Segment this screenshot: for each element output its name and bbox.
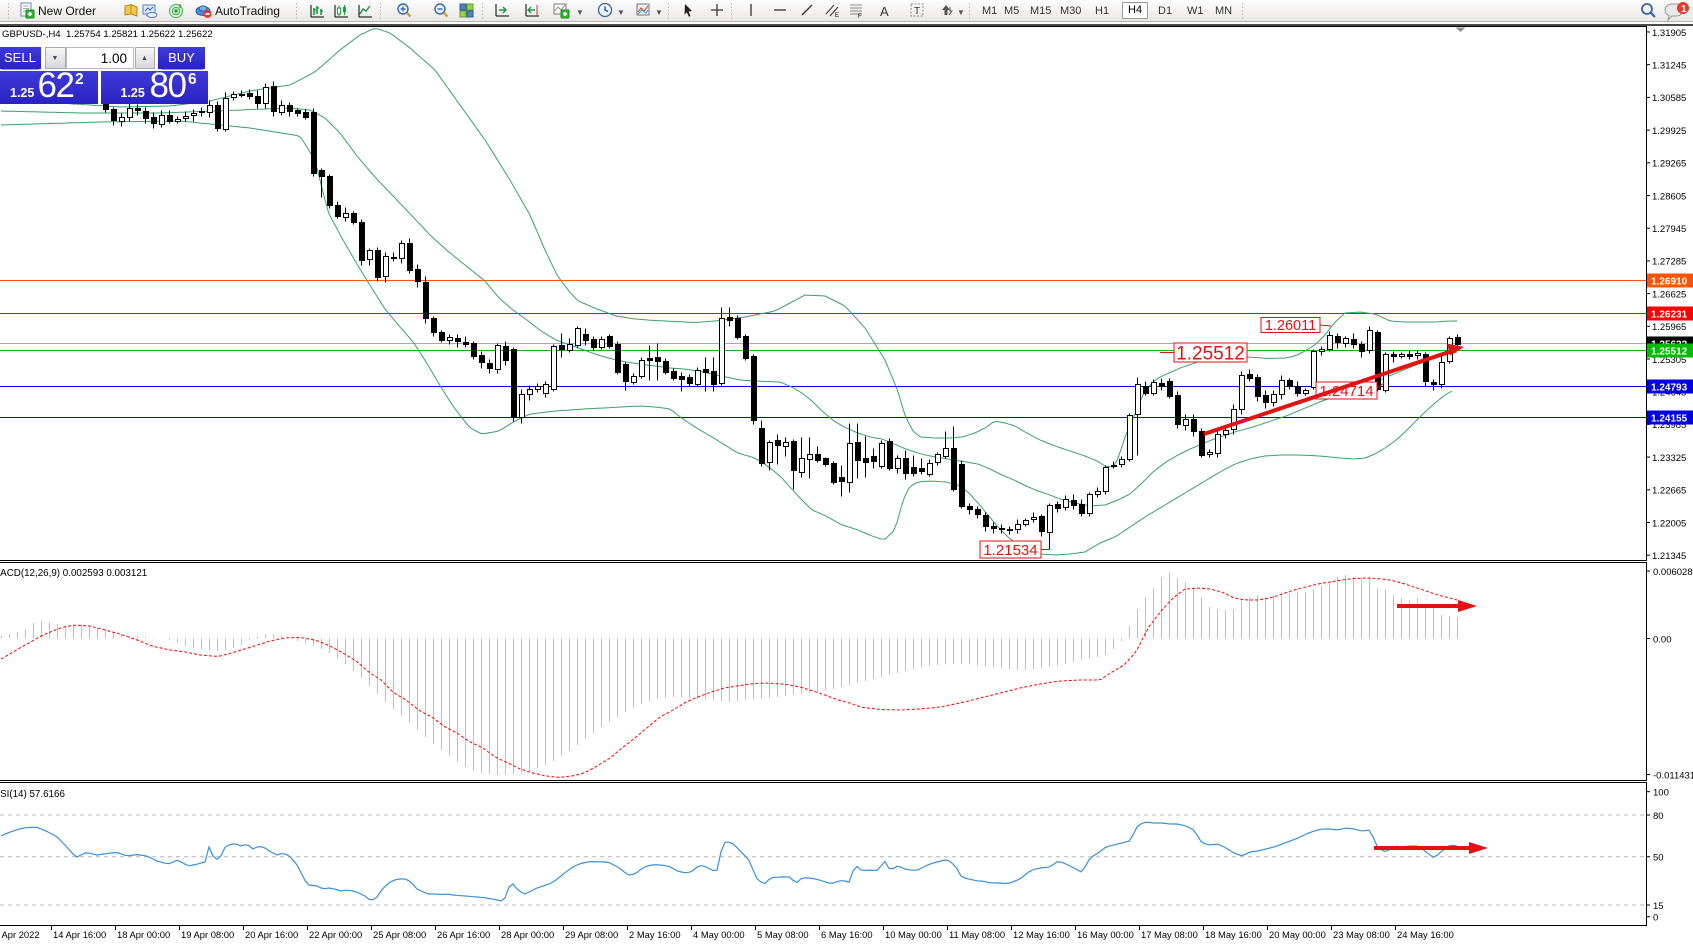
svg-text:1.29265: 1.29265 [1652, 159, 1686, 170]
svg-text:17 May 08:00: 17 May 08:00 [1141, 929, 1198, 940]
svg-text:80: 80 [1653, 811, 1664, 822]
svg-text:-0.011431: -0.011431 [1653, 771, 1693, 782]
svg-text:RSI(14) 57.6166: RSI(14) 57.6166 [0, 789, 65, 800]
svg-text:1.25305: 1.25305 [1652, 355, 1686, 366]
svg-text:1.28605: 1.28605 [1652, 191, 1686, 202]
svg-text:1.22665: 1.22665 [1652, 486, 1686, 497]
svg-text:1.26011: 1.26011 [1265, 318, 1316, 334]
svg-text:1.22005: 1.22005 [1652, 518, 1686, 529]
svg-text:50: 50 [1653, 853, 1664, 864]
svg-text:1.26231: 1.26231 [1651, 310, 1688, 321]
svg-text:1.25512: 1.25512 [1651, 347, 1688, 358]
svg-text:E: E [835, 13, 839, 19]
svg-text:1.31245: 1.31245 [1652, 61, 1686, 72]
svg-text:23 May 08:00: 23 May 08:00 [1333, 929, 1390, 940]
svg-text:1.24714: 1.24714 [1319, 383, 1373, 400]
svg-text:18 May 16:00: 18 May 16:00 [1205, 929, 1262, 940]
svg-text:20 May 00:00: 20 May 00:00 [1269, 929, 1326, 940]
svg-text:100: 100 [1653, 788, 1669, 799]
svg-text:1.23985: 1.23985 [1652, 420, 1686, 431]
svg-text:4 May 00:00: 4 May 00:00 [693, 929, 745, 940]
svg-text:24 May 16:00: 24 May 16:00 [1397, 929, 1454, 940]
svg-text:T: T [914, 6, 920, 17]
svg-text:1.24793: 1.24793 [1651, 383, 1688, 394]
svg-text:29 Apr 08:00: 29 Apr 08:00 [565, 929, 618, 940]
svg-text:1: 1 [1681, 4, 1687, 15]
svg-text:1.21345: 1.21345 [1652, 551, 1686, 562]
svg-text:10 May 00:00: 10 May 00:00 [885, 929, 942, 940]
svg-text:1.26910: 1.26910 [1651, 277, 1688, 288]
svg-text:14 Apr 16:00: 14 Apr 16:00 [53, 929, 106, 940]
svg-text:16 May 00:00: 16 May 00:00 [1077, 929, 1134, 940]
svg-text:0.006028: 0.006028 [1653, 567, 1693, 578]
svg-text:18 Apr 00:00: 18 Apr 00:00 [117, 929, 170, 940]
svg-text:1.24155: 1.24155 [1651, 414, 1688, 425]
svg-text:20 Apr 16:00: 20 Apr 16:00 [245, 929, 298, 940]
svg-text:11 May 08:00: 11 May 08:00 [949, 929, 1005, 940]
svg-text:2 May 16:00: 2 May 16:00 [629, 929, 681, 940]
svg-text:5 May 08:00: 5 May 08:00 [757, 929, 809, 940]
svg-text:19 Apr 08:00: 19 Apr 08:00 [181, 929, 234, 940]
svg-text:0: 0 [1653, 913, 1658, 924]
svg-text:25 Apr 08:00: 25 Apr 08:00 [373, 929, 426, 940]
svg-text:1.29925: 1.29925 [1652, 126, 1686, 137]
svg-text:26 Apr 16:00: 26 Apr 16:00 [437, 929, 490, 940]
svg-text:22 Apr 00:00: 22 Apr 00:00 [309, 929, 362, 940]
svg-text:MACD(12,26,9) 0.002593 0.00312: MACD(12,26,9) 0.002593 0.003121 [0, 568, 147, 579]
svg-text:1.23325: 1.23325 [1652, 453, 1686, 464]
svg-text:1.30585: 1.30585 [1652, 93, 1686, 104]
svg-text:F: F [858, 14, 862, 20]
svg-text:13 Apr 2022: 13 Apr 2022 [0, 929, 40, 940]
svg-text:28 Apr 00:00: 28 Apr 00:00 [501, 929, 554, 940]
svg-text:15: 15 [1653, 901, 1664, 912]
svg-text:1.27285: 1.27285 [1652, 257, 1686, 268]
svg-text:12 May 16:00: 12 May 16:00 [1013, 929, 1070, 940]
svg-text:1.26625: 1.26625 [1652, 289, 1686, 300]
svg-text:6 May 16:00: 6 May 16:00 [821, 929, 873, 940]
svg-text:1.25965: 1.25965 [1652, 322, 1686, 333]
svg-text:1.25512: 1.25512 [1176, 343, 1245, 364]
svg-text:1.27945: 1.27945 [1652, 224, 1686, 235]
svg-text:0.00: 0.00 [1653, 635, 1672, 646]
svg-text:1.31905: 1.31905 [1652, 28, 1686, 39]
svg-text:1.21534: 1.21534 [983, 542, 1037, 559]
